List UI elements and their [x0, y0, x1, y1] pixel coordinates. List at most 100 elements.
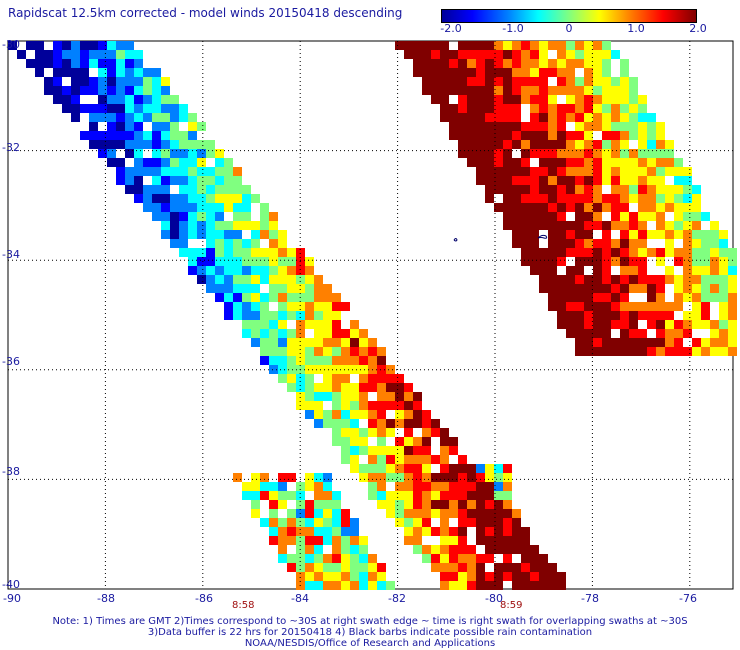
swath-cell [701, 248, 710, 257]
swath-cell [206, 185, 215, 194]
swath-cell [359, 536, 368, 545]
swath-cell [431, 554, 440, 563]
swath-cell [575, 131, 584, 140]
swath-cell [269, 329, 278, 338]
swath-cell [692, 320, 701, 329]
swath-cell [431, 491, 440, 500]
swath-cell [305, 545, 314, 554]
swath-cell [485, 149, 494, 158]
swath-cell [431, 500, 440, 509]
swath-cell [413, 464, 422, 473]
swath-cell [314, 311, 323, 320]
swath-cell [413, 41, 422, 50]
swath-cell [548, 203, 557, 212]
swath-cell [125, 95, 134, 104]
swath-cell [548, 248, 557, 257]
swath-cell [359, 392, 368, 401]
swath-cell [665, 230, 674, 239]
swath-cell [332, 545, 341, 554]
swath-cell [179, 230, 188, 239]
swath-cell [665, 275, 674, 284]
swath-cell [503, 491, 512, 500]
swath-cell [512, 536, 521, 545]
swath-cell [476, 167, 485, 176]
swath-cell [611, 104, 620, 113]
swath-cell [287, 554, 296, 563]
swath-cell [377, 581, 386, 590]
swath-cell [647, 149, 656, 158]
swath-cell [116, 41, 125, 50]
swath-cell [80, 77, 89, 86]
swath-cell [692, 275, 701, 284]
coastline-islands [453, 234, 548, 242]
swath-cell [665, 347, 674, 356]
swath-cell [467, 572, 476, 581]
swath-cell [413, 59, 422, 68]
swath-cell [494, 149, 503, 158]
swath-cell [197, 248, 206, 257]
swath-cell [188, 248, 197, 257]
lon-label: -84 [291, 592, 309, 605]
swath-cell [143, 194, 152, 203]
swath-cell [278, 302, 287, 311]
swath-cell [359, 554, 368, 563]
swath-cell [602, 248, 611, 257]
swath-cell [35, 59, 44, 68]
swath-cell [314, 473, 323, 482]
swath-cell [197, 122, 206, 131]
swath-cell [296, 491, 305, 500]
swath-cell [314, 509, 323, 518]
swath-cell [548, 86, 557, 95]
swath-cell [557, 68, 566, 77]
swath-cell [521, 95, 530, 104]
swath-cell [251, 221, 260, 230]
swath-cell [143, 131, 152, 140]
swath-cell [134, 59, 143, 68]
swath-cell [512, 221, 521, 230]
swath-cell [719, 257, 728, 266]
swath-cell [611, 194, 620, 203]
swath-cell [404, 473, 413, 482]
swath-cell [647, 167, 656, 176]
swath-cell [332, 320, 341, 329]
swath-cell [476, 95, 485, 104]
swath-cell [638, 104, 647, 113]
swath-cell [530, 86, 539, 95]
swath-cell [386, 509, 395, 518]
swath-cell [170, 104, 179, 113]
swath-cell [170, 221, 179, 230]
swath-cell [332, 374, 341, 383]
swath-cell [413, 545, 422, 554]
swath-cell [548, 230, 557, 239]
swath-cell [125, 104, 134, 113]
swath-cell [683, 275, 692, 284]
swath-cell [458, 122, 467, 131]
swath-cell [485, 473, 494, 482]
swath-cell [557, 149, 566, 158]
swath-cell [503, 473, 512, 482]
colorbar-label: -1.0 [502, 22, 524, 35]
swath-cell [566, 86, 575, 95]
swath-cell [476, 491, 485, 500]
swath-cell [620, 194, 629, 203]
swath-cell [323, 374, 332, 383]
swath-cell [152, 212, 161, 221]
swath-cell [350, 401, 359, 410]
swath-cell [314, 581, 323, 590]
swath-cell [638, 257, 647, 266]
swath-cell [593, 158, 602, 167]
swath-cell [143, 140, 152, 149]
swath-cell [161, 77, 170, 86]
swath-cell [377, 563, 386, 572]
swath-cell [557, 185, 566, 194]
swath-cell [233, 266, 242, 275]
swath-cell [152, 68, 161, 77]
swath-cell [215, 248, 224, 257]
swath-cell [305, 473, 314, 482]
swath-cell [251, 284, 260, 293]
swath-cell [323, 338, 332, 347]
swath-cell [629, 113, 638, 122]
swath-cell [269, 320, 278, 329]
swath-cell [584, 41, 593, 50]
swath-cell [296, 338, 305, 347]
